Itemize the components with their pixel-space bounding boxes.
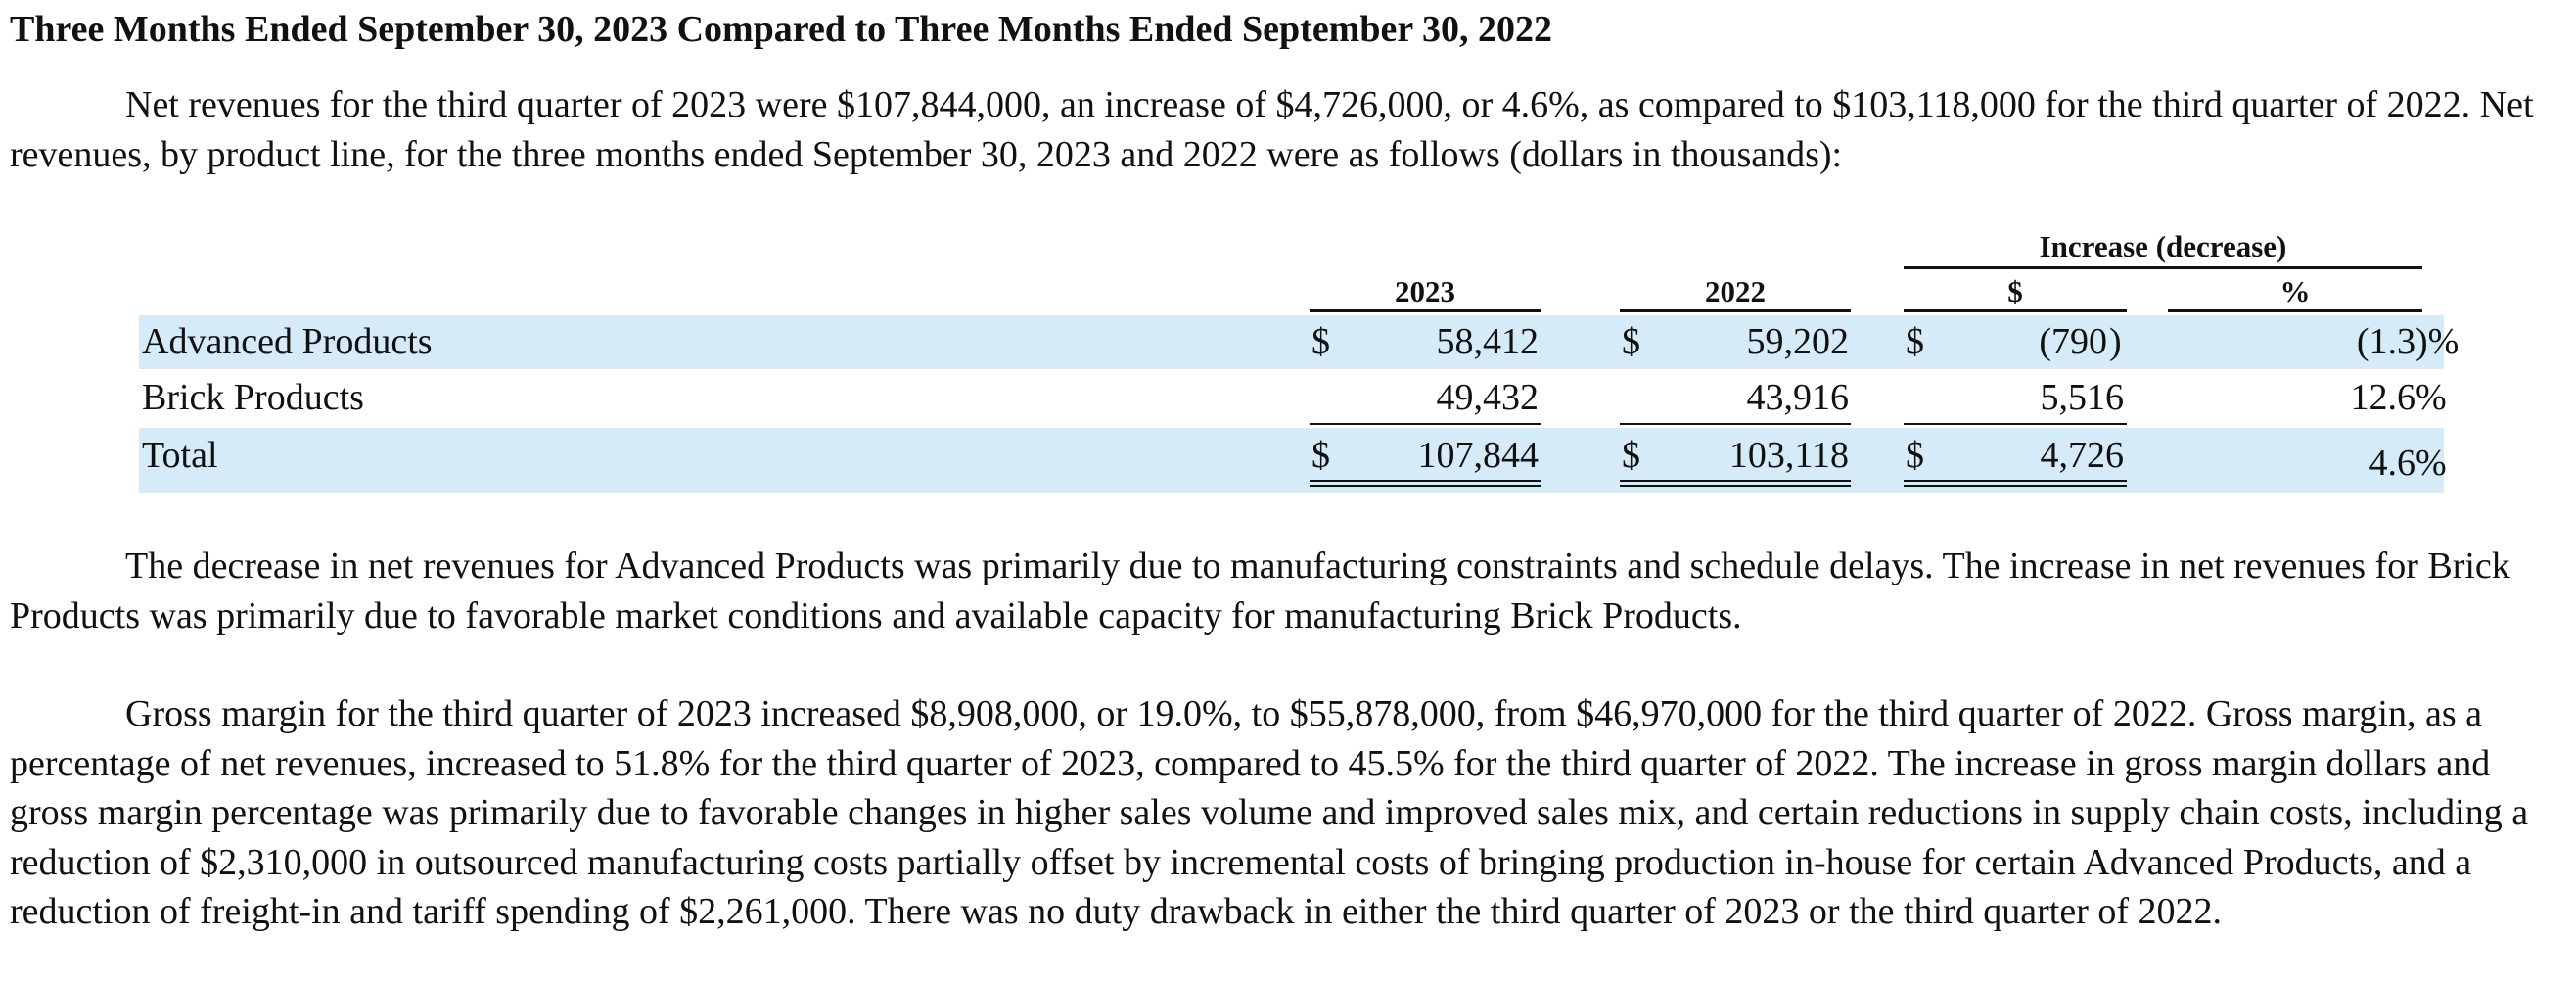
- value-change-pct-suffix: )%: [2415, 321, 2460, 362]
- header-change-usd: $: [2007, 274, 2023, 308]
- currency-symbol: $: [1906, 435, 1924, 476]
- value-change-pct: 12.6: [2350, 377, 2416, 418]
- intro-text: Net revenues for the third quarter of 20…: [10, 84, 2534, 175]
- value-change-pct: 4.6: [2369, 443, 2416, 484]
- value-change-usd: (790: [2039, 321, 2107, 362]
- subtotal-rule-change-usd: [1904, 423, 2127, 425]
- value-2023: 58,412: [1436, 321, 1540, 362]
- header-rule-change-pct: [2168, 309, 2422, 312]
- header-increase-decrease: Increase (decrease): [2039, 229, 2287, 263]
- header-rule-2023: [1310, 309, 1541, 312]
- header-rule-change-usd: [1904, 309, 2127, 312]
- currency-symbol: $: [1906, 321, 1924, 362]
- value-2022: 59,202: [1746, 321, 1850, 362]
- currency-symbol: $: [1622, 435, 1640, 476]
- value-2022: 43,916: [1746, 377, 1850, 418]
- currency-symbol: $: [1622, 321, 1640, 362]
- total-double-rule-2023: [1310, 480, 1541, 487]
- value-2022: 103,118: [1728, 435, 1849, 476]
- gross-margin-paragraph: Gross margin for the third quarter of 20…: [10, 689, 2566, 937]
- value-2023: 107,844: [1417, 435, 1540, 476]
- value-change-usd-suffix: ): [2109, 321, 2122, 362]
- row-label: Brick Products: [142, 377, 364, 418]
- row-shading-total: [139, 428, 2444, 493]
- group-header-rule: [1904, 266, 2422, 269]
- value-change-usd: 5,516: [2040, 377, 2125, 418]
- value-change-usd: 4,726: [2040, 435, 2125, 476]
- total-double-rule-2022: [1620, 480, 1851, 487]
- section-heading: Three Months Ended September 30, 2023 Co…: [10, 9, 1553, 50]
- subtotal-rule-2022: [1620, 423, 1851, 425]
- row-label: Total: [142, 435, 218, 476]
- value-change-pct: (1.3: [2356, 321, 2415, 362]
- currency-symbol: $: [1311, 321, 1330, 362]
- header-rule-2022: [1620, 309, 1851, 312]
- revenue-explanation-paragraph: The decrease in net revenues for Advance…: [10, 541, 2566, 640]
- row-label: Advanced Products: [142, 321, 433, 362]
- intro-paragraph: Net revenues for the third quarter of 20…: [10, 80, 2566, 179]
- value-2023: 49,432: [1436, 377, 1540, 418]
- header-change-pct: %: [2279, 274, 2311, 308]
- value-change-pct-suffix: %: [2415, 377, 2447, 418]
- value-change-pct-suffix: %: [2415, 443, 2447, 484]
- currency-symbol: $: [1311, 435, 1330, 476]
- header-2022: 2022: [1705, 274, 1766, 308]
- subtotal-rule-2023: [1310, 423, 1541, 425]
- row-shading-advanced: [139, 315, 2444, 369]
- total-double-rule-change-usd: [1904, 480, 2127, 487]
- gross-margin-text: Gross margin for the third quarter of 20…: [10, 693, 2529, 932]
- revenue-explanation-text: The decrease in net revenues for Advance…: [10, 545, 2510, 636]
- header-2023: 2023: [1395, 274, 1455, 308]
